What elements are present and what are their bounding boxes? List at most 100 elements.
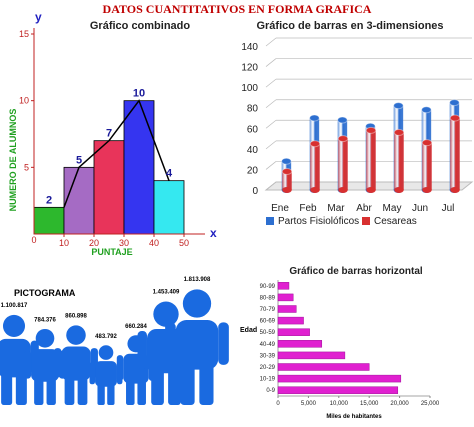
bar-3d-gridline <box>265 140 277 150</box>
horizontal-bar <box>277 386 399 394</box>
horizontal-x-tick-label: 0 <box>276 401 280 407</box>
combined-y-axis-label: NUMERO DE ALUMNOS <box>8 109 18 212</box>
bar-3d-series2-bar-body <box>338 138 348 190</box>
person-arm <box>137 331 147 370</box>
bar-3d-gridline <box>265 181 277 191</box>
combined-bar <box>93 140 125 235</box>
horizontal-bar <box>277 351 346 360</box>
bar-3d-series2-bar <box>449 114 461 193</box>
bar-3d-series1-bar-top <box>393 102 404 110</box>
combined-data-label: 4 <box>166 168 173 180</box>
bar-3d-series2-bar-body <box>310 143 320 190</box>
bar-3d-x-tick-label: Jun <box>412 203 428 214</box>
horizontal-y-tick-label: 70-79 <box>260 307 276 313</box>
person-leg <box>77 377 88 405</box>
bar-3d-y-tick-label: 20 <box>247 165 259 176</box>
bar-3d-y-tick-label: 120 <box>241 63 258 74</box>
bar-3d-series2-bar-top <box>393 128 405 136</box>
combined-y-tick-label: 15 <box>19 29 29 39</box>
bar-3d-series2-bar-base <box>422 187 432 193</box>
horizontal-y-tick-label: 10-19 <box>260 377 276 383</box>
pictogram-title: PICTOGRAMA <box>14 288 76 298</box>
bar-3d-x-tick-label: Jul <box>442 203 455 214</box>
bar-3d-x-tick-label: Feb <box>299 203 317 214</box>
bar-3d-series2-bar-body <box>394 132 404 190</box>
bar-3d-series2-bar-top <box>309 140 321 148</box>
bar-3d-series2-bar-body <box>450 118 460 190</box>
bar-3d-gridline <box>265 58 277 67</box>
pictogram-value-label: 1.100.817 <box>1 303 28 309</box>
horizontal-y-tick-label: 50-59 <box>260 330 276 336</box>
bar-3d-gridline <box>265 37 277 47</box>
bar-3d-legend-label: Partos Fisiolóficos <box>278 216 359 227</box>
horizontal-bar <box>277 340 323 348</box>
horizontal-x-tick-label: 25,000 <box>421 401 440 407</box>
person-arm <box>218 322 229 365</box>
bar-3d-series2-bar <box>337 135 349 193</box>
bar-3d-y-tick-label: 40 <box>247 145 259 156</box>
bar-3d-series2-bar-base <box>310 187 320 193</box>
person-head <box>182 289 212 318</box>
person-leg <box>97 384 105 405</box>
bar-3d-series2-bar <box>281 167 293 193</box>
horizontal-x-axis-label: Miles de habitantes <box>326 414 382 420</box>
combined-x-tick-label: 30 <box>119 238 129 248</box>
bar-3d-series2-bar-base <box>366 187 376 193</box>
pictogram-value-label: 1.813.908 <box>184 277 211 283</box>
person-torso <box>31 349 59 382</box>
bar-3d-series2-bar <box>393 128 405 193</box>
bar-3d-series2-bar <box>309 140 321 193</box>
combined-data-label: 7 <box>106 128 112 140</box>
bar-3d-series1-bar-top <box>309 114 320 122</box>
bar-3d-series2-bar-body <box>366 130 376 190</box>
bar-3d-y-tick-label: 0 <box>252 186 258 197</box>
bar-3d-gridline <box>265 161 277 170</box>
person-leg <box>46 378 56 405</box>
person-torso <box>95 361 117 387</box>
bar-3d-x-tick-label: Ene <box>271 203 289 214</box>
person-icon <box>0 314 39 405</box>
bar-3d-series2-bar-base <box>394 187 404 193</box>
pictogram-value-label: 1.453.409 <box>153 289 180 295</box>
bar-3d-series1-bar-top <box>421 106 432 114</box>
horizontal-bar <box>277 305 297 313</box>
bar-3d-gridline <box>265 99 277 108</box>
person-leg <box>1 373 13 405</box>
person-leg <box>15 373 27 405</box>
combined-data-label: 2 <box>46 194 52 206</box>
horizontal-bar <box>277 374 402 383</box>
horizontal-y-tick-label: 60-69 <box>260 319 276 325</box>
combined-data-label: 10 <box>133 88 145 100</box>
horizontal-bar <box>277 363 370 371</box>
person-leg <box>64 377 75 405</box>
horizontal-x-tick-label: 15,000 <box>360 401 379 407</box>
combined-y-tick-label: 5 <box>24 162 29 172</box>
bar-3d-x-tick-label: May <box>383 203 402 214</box>
horizontal-x-tick-label: 20,000 <box>390 401 409 407</box>
person-arm <box>165 322 176 365</box>
person-head <box>66 325 86 345</box>
combined-chart-title: Gráfico combinado <box>90 20 191 32</box>
horizontal-bar <box>277 316 304 325</box>
bar-3d-x-tick-label: Mar <box>327 203 345 214</box>
bar-3d-series2-bar-top <box>449 114 461 122</box>
person-head <box>98 345 114 360</box>
horizontal-bar <box>277 328 310 336</box>
bar-3d-gridline <box>265 120 277 129</box>
horizontal-bar <box>277 282 290 290</box>
combined-origin-label: 0 <box>31 235 36 245</box>
bar-3d-series2-bar-body <box>422 142 432 190</box>
person-head <box>153 301 179 327</box>
person-torso <box>61 346 91 381</box>
bar-3d-series2-bar-base <box>450 187 460 193</box>
horizontal-y-tick-label: 0-9 <box>266 388 275 394</box>
combined-bar <box>33 206 65 235</box>
person-leg <box>180 364 195 405</box>
bar-3d-x-tick-label: Abr <box>356 203 372 214</box>
horizontal-y-tick-label: 20-29 <box>260 365 276 371</box>
horizontal-y-tick-label: 40-49 <box>260 342 276 348</box>
person-leg <box>199 364 214 405</box>
